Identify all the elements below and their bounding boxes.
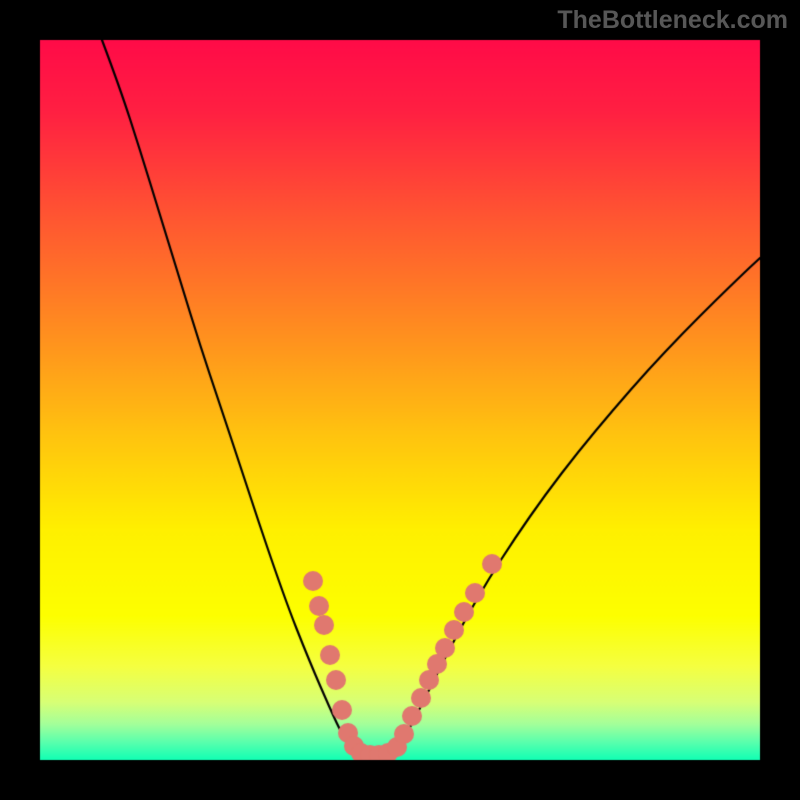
- chart-container: TheBottleneck.com: [0, 0, 800, 800]
- watermark-text: TheBottleneck.com: [557, 6, 788, 35]
- bottleneck-chart-canvas: [0, 0, 800, 800]
